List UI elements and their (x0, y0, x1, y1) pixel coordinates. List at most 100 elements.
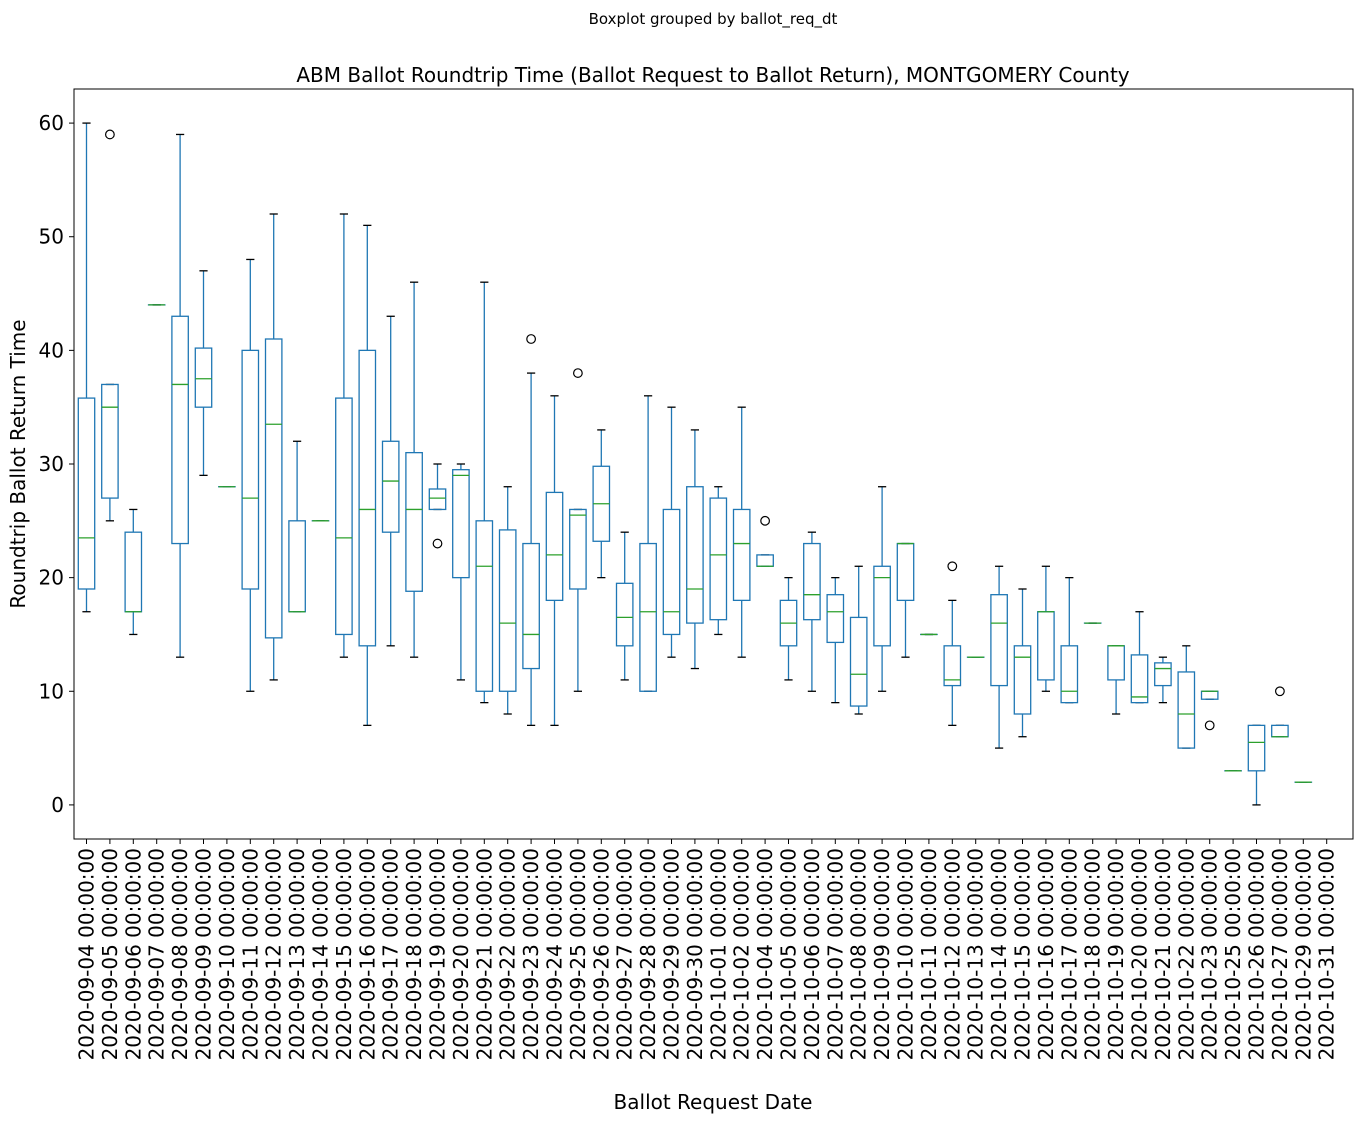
box-iqr (498, 529, 517, 692)
box-iqr (405, 451, 423, 592)
box-group (826, 576, 845, 704)
y-tick-label: 50 (39, 225, 64, 249)
x-tick-label: 2020-09-28 00:00:00 (636, 848, 660, 1060)
outlier-point (104, 129, 115, 140)
x-tick-label: 2020-09-22 00:00:00 (496, 848, 520, 1060)
box-group (522, 334, 540, 727)
outlier-point (947, 561, 958, 572)
box-group (381, 315, 400, 647)
x-tick-label: 2020-09-07 00:00:00 (145, 848, 169, 1060)
x-tick-label: 2020-10-26 00:00:00 (1245, 848, 1269, 1060)
y-tick-label: 40 (39, 338, 64, 362)
box-iqr (101, 383, 119, 499)
box-group (990, 565, 1008, 749)
box-iqr (264, 338, 283, 639)
box-iqr (1177, 671, 1196, 749)
box-iqr (358, 349, 377, 647)
box-group (241, 258, 260, 692)
x-tick-label: 2020-10-19 00:00:00 (1104, 848, 1128, 1060)
x-tick-label: 2020-09-24 00:00:00 (543, 848, 567, 1060)
x-tick-label: 2020-10-16 00:00:00 (1034, 848, 1058, 1060)
x-tick-label: 2020-10-31 00:00:00 (1315, 848, 1339, 1060)
box-group (592, 429, 611, 579)
x-tick-label: 2020-10-04 00:00:00 (753, 848, 777, 1060)
box-iqr (1247, 724, 1266, 772)
x-tick-label: 2020-10-13 00:00:00 (964, 848, 988, 1060)
x-tick-label: 2020-09-11 00:00:00 (238, 848, 262, 1060)
x-tick-label: 2020-10-23 00:00:00 (1198, 848, 1222, 1060)
box-group (873, 486, 891, 692)
x-tick-label: 2020-10-21 00:00:00 (1151, 848, 1175, 1060)
box-iqr (662, 508, 681, 636)
x-tick-label: 2020-09-21 00:00:00 (472, 848, 496, 1060)
box-group (756, 515, 774, 567)
x-tick-label: 2020-09-30 00:00:00 (683, 848, 707, 1060)
box-group (124, 508, 143, 636)
y-axis-label: Roundtrip Ballot Return Time (6, 319, 30, 608)
box-iqr (428, 488, 447, 511)
box-group (358, 224, 377, 727)
box-iqr (686, 486, 704, 624)
box-group (803, 531, 821, 692)
outlier-point (760, 515, 770, 526)
x-tick-label: 2020-10-01 00:00:00 (706, 848, 730, 1060)
box-iqr (381, 440, 400, 533)
box-iqr (1200, 690, 1219, 700)
x-tick-label: 2020-10-25 00:00:00 (1221, 848, 1245, 1060)
x-axis-label: Ballot Request Date (614, 1090, 813, 1114)
box-group (428, 463, 447, 549)
box-iqr (1037, 611, 1055, 681)
x-tick-label: 2020-10-08 00:00:00 (847, 848, 871, 1060)
y-tick-label: 30 (39, 452, 64, 476)
box-iqr (1060, 645, 1079, 704)
x-tick-label: 2020-10-20 00:00:00 (1128, 848, 1152, 1060)
box-group (288, 440, 306, 613)
box-iqr (288, 520, 306, 613)
box-group (1107, 645, 1125, 715)
x-tick-label: 2020-09-29 00:00:00 (660, 848, 684, 1060)
x-tick-label: 2020-09-17 00:00:00 (379, 848, 403, 1060)
box-iqr (475, 520, 494, 692)
box-group (101, 129, 119, 522)
outlier-point (432, 538, 443, 549)
outlier-point (526, 334, 536, 344)
x-tick-label: 2020-09-05 00:00:00 (98, 848, 122, 1060)
box-group (1247, 724, 1266, 806)
box-iqr (335, 397, 353, 636)
box-group (639, 395, 657, 692)
box-group (732, 406, 751, 658)
x-tick-label: 2020-09-19 00:00:00 (426, 848, 450, 1060)
box-group (779, 576, 798, 681)
x-tick-label: 2020-10-29 00:00:00 (1291, 848, 1315, 1060)
box-group (943, 561, 962, 727)
outlier-point (1274, 686, 1285, 697)
box-group (896, 542, 915, 658)
x-tick-label: 2020-09-04 00:00:00 (75, 848, 99, 1060)
box-group (171, 133, 189, 658)
x-tick-label: 2020-09-06 00:00:00 (121, 848, 145, 1060)
box-iqr (241, 349, 260, 590)
box-group (1177, 645, 1196, 749)
box-iqr (943, 645, 962, 687)
x-tick-label: 2020-10-07 00:00:00 (823, 848, 847, 1060)
x-tick-label: 2020-10-09 00:00:00 (870, 848, 894, 1060)
box-group (686, 429, 704, 670)
box-iqr (124, 531, 143, 613)
x-tick-label: 2020-09-14 00:00:00 (309, 848, 333, 1060)
x-tick-label: 2020-09-10 00:00:00 (215, 848, 239, 1060)
y-axis: 0 10 20 30 40 50 60 (39, 111, 74, 817)
x-tick-label: 2020-09-20 00:00:00 (449, 848, 473, 1060)
box-group (1037, 565, 1055, 692)
box-iqr (826, 594, 845, 644)
chart-title: ABM Ballot Roundtrip Time (Ballot Reques… (296, 63, 1129, 87)
x-tick-label: 2020-10-27 00:00:00 (1268, 848, 1292, 1060)
box-group (475, 281, 494, 704)
x-tick-label: 2020-09-12 00:00:00 (262, 848, 286, 1060)
y-tick-label: 10 (39, 679, 64, 703)
x-tick-label: 2020-09-09 00:00:00 (192, 848, 216, 1060)
box-iqr (615, 582, 634, 647)
x-tick-label: 2020-09-18 00:00:00 (402, 848, 426, 1060)
x-tick-label: 2020-10-18 00:00:00 (1081, 848, 1105, 1060)
box-iqr (1271, 724, 1289, 738)
